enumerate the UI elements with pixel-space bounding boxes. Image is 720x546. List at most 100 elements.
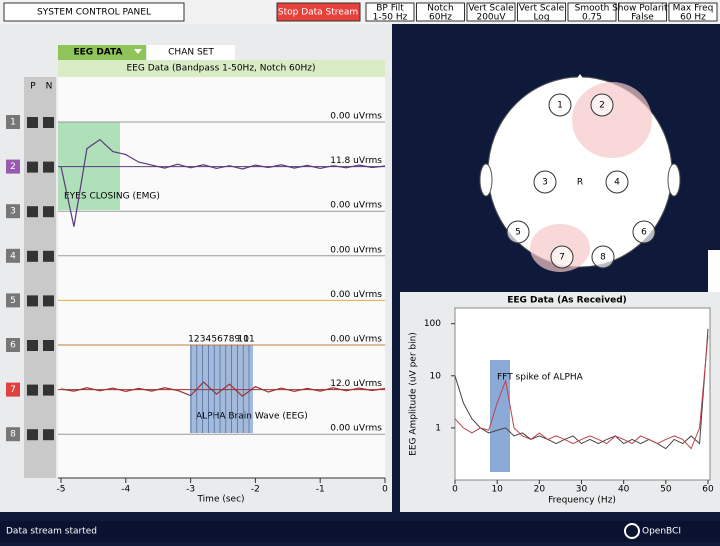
nose [573,74,587,84]
logo-icon [624,523,640,539]
fft-line [454,328,709,450]
setting-button[interactable] [517,2,566,22]
n-toggle[interactable] [43,161,54,173]
channel-number: 1 [10,118,16,128]
n-toggle[interactable] [43,250,54,262]
alpha-highlight [190,345,253,433]
channel-rms: 0.00 uVrms [330,112,382,122]
setting-name: Notch [427,4,453,14]
setting-button[interactable] [416,2,465,22]
channel-number: 5 [10,296,16,306]
fft-x-label: Frequency (Hz) [548,496,616,506]
electrode [590,93,614,117]
x-tick-label: 40 [618,485,630,495]
channel-number-box[interactable] [6,204,20,219]
cycle-number: 8 [229,335,235,345]
status-bar [0,521,720,542]
n-toggle[interactable] [43,117,54,128]
channel-rms: 11.8 uVrms [330,156,382,166]
cycle-number: 6 [217,335,223,345]
setting-button[interactable] [567,2,617,22]
p-toggle[interactable] [27,429,38,441]
tab-label: EEG DATA [74,48,123,58]
channel-number-box[interactable] [6,159,20,174]
electrode-label: 7 [559,253,565,263]
n-toggle[interactable] [43,384,54,396]
channel-number-box[interactable] [6,427,20,442]
channel-number-box[interactable] [6,115,20,129]
x-tick-label: -4 [121,485,130,495]
heat [572,82,652,158]
x-tick-label: 60 [702,485,714,495]
x-tick-label: 50 [660,485,672,495]
electrode [605,170,629,194]
p-toggle[interactable] [27,295,38,307]
setting-button[interactable] [365,2,415,22]
p-toggle[interactable] [27,384,38,396]
electrode [506,220,530,244]
stop-button[interactable] [276,2,361,22]
channel-number-box[interactable] [6,248,20,263]
setting-value: Log [533,13,549,23]
n-toggle[interactable] [43,206,54,218]
n-toggle[interactable] [43,340,54,351]
y-tick-label: 10 [430,371,442,381]
setting-name: BP Filt [376,4,404,14]
cycle-number: 4 [206,335,212,345]
channel-rms: 0.00 uVrms [330,424,382,434]
emg-highlight [58,122,120,210]
x-axis-label: Time (sec) [196,495,244,505]
column-label: P [30,82,36,92]
annotation: EYES CLOSING (EMG) [64,192,160,202]
setting-button[interactable] [466,2,516,22]
p-toggle[interactable] [27,117,38,128]
channel-number: 2 [10,162,16,172]
tab-arrow [134,49,142,54]
cycle-number: 3 [200,335,206,345]
p-toggle[interactable] [27,340,38,351]
cycle-number: 11 [243,335,254,345]
p-toggle[interactable] [27,206,38,218]
electrode [632,220,656,244]
electrode [550,245,574,269]
n-toggle[interactable] [43,295,54,307]
cycle-number: 5 [211,335,217,345]
setting-name: Vert Scale [519,4,565,14]
panel-title: SYSTEM CONTROL PANEL [37,8,151,18]
setting-value: 60Hz [429,13,452,23]
n-toggle[interactable] [43,429,54,441]
setting-value: 0.75 [582,13,602,23]
cycle-number: 10 [237,335,249,345]
channel-number: 7 [10,385,16,395]
column-label: N [46,82,53,92]
channel-rms: 12.0 uVrms [330,379,382,389]
logo: OpenBCI [642,527,681,537]
ear [667,163,681,197]
x-tick-label: 30 [576,485,588,495]
electrode-label: 8 [600,253,606,263]
setting-button[interactable] [668,2,718,22]
eeg-trace [60,381,386,397]
cycle-number: 2 [194,335,200,345]
status: Data stream started [6,527,97,537]
channel-number-box[interactable] [6,382,20,397]
setting-value: 1-50 Hz [373,13,408,23]
p-toggle[interactable] [27,161,38,173]
side-tab[interactable] [708,250,720,294]
p-toggle[interactable] [27,250,38,262]
channel-number: 3 [10,207,16,217]
setting-button[interactable] [618,2,667,22]
electrode-label: 4 [614,178,620,188]
stop-label: Stop Data Stream [278,8,358,18]
tab[interactable] [147,45,235,60]
x-tick-label: -3 [186,485,195,495]
channel-number-box[interactable] [6,338,20,352]
ear [479,163,493,197]
title-box [3,2,185,22]
channel-number-box[interactable] [6,293,20,308]
cycle-number: 7 [223,335,229,345]
channel-number: 4 [10,251,16,261]
tab[interactable] [58,45,146,60]
electrode-label: 3 [542,178,548,188]
